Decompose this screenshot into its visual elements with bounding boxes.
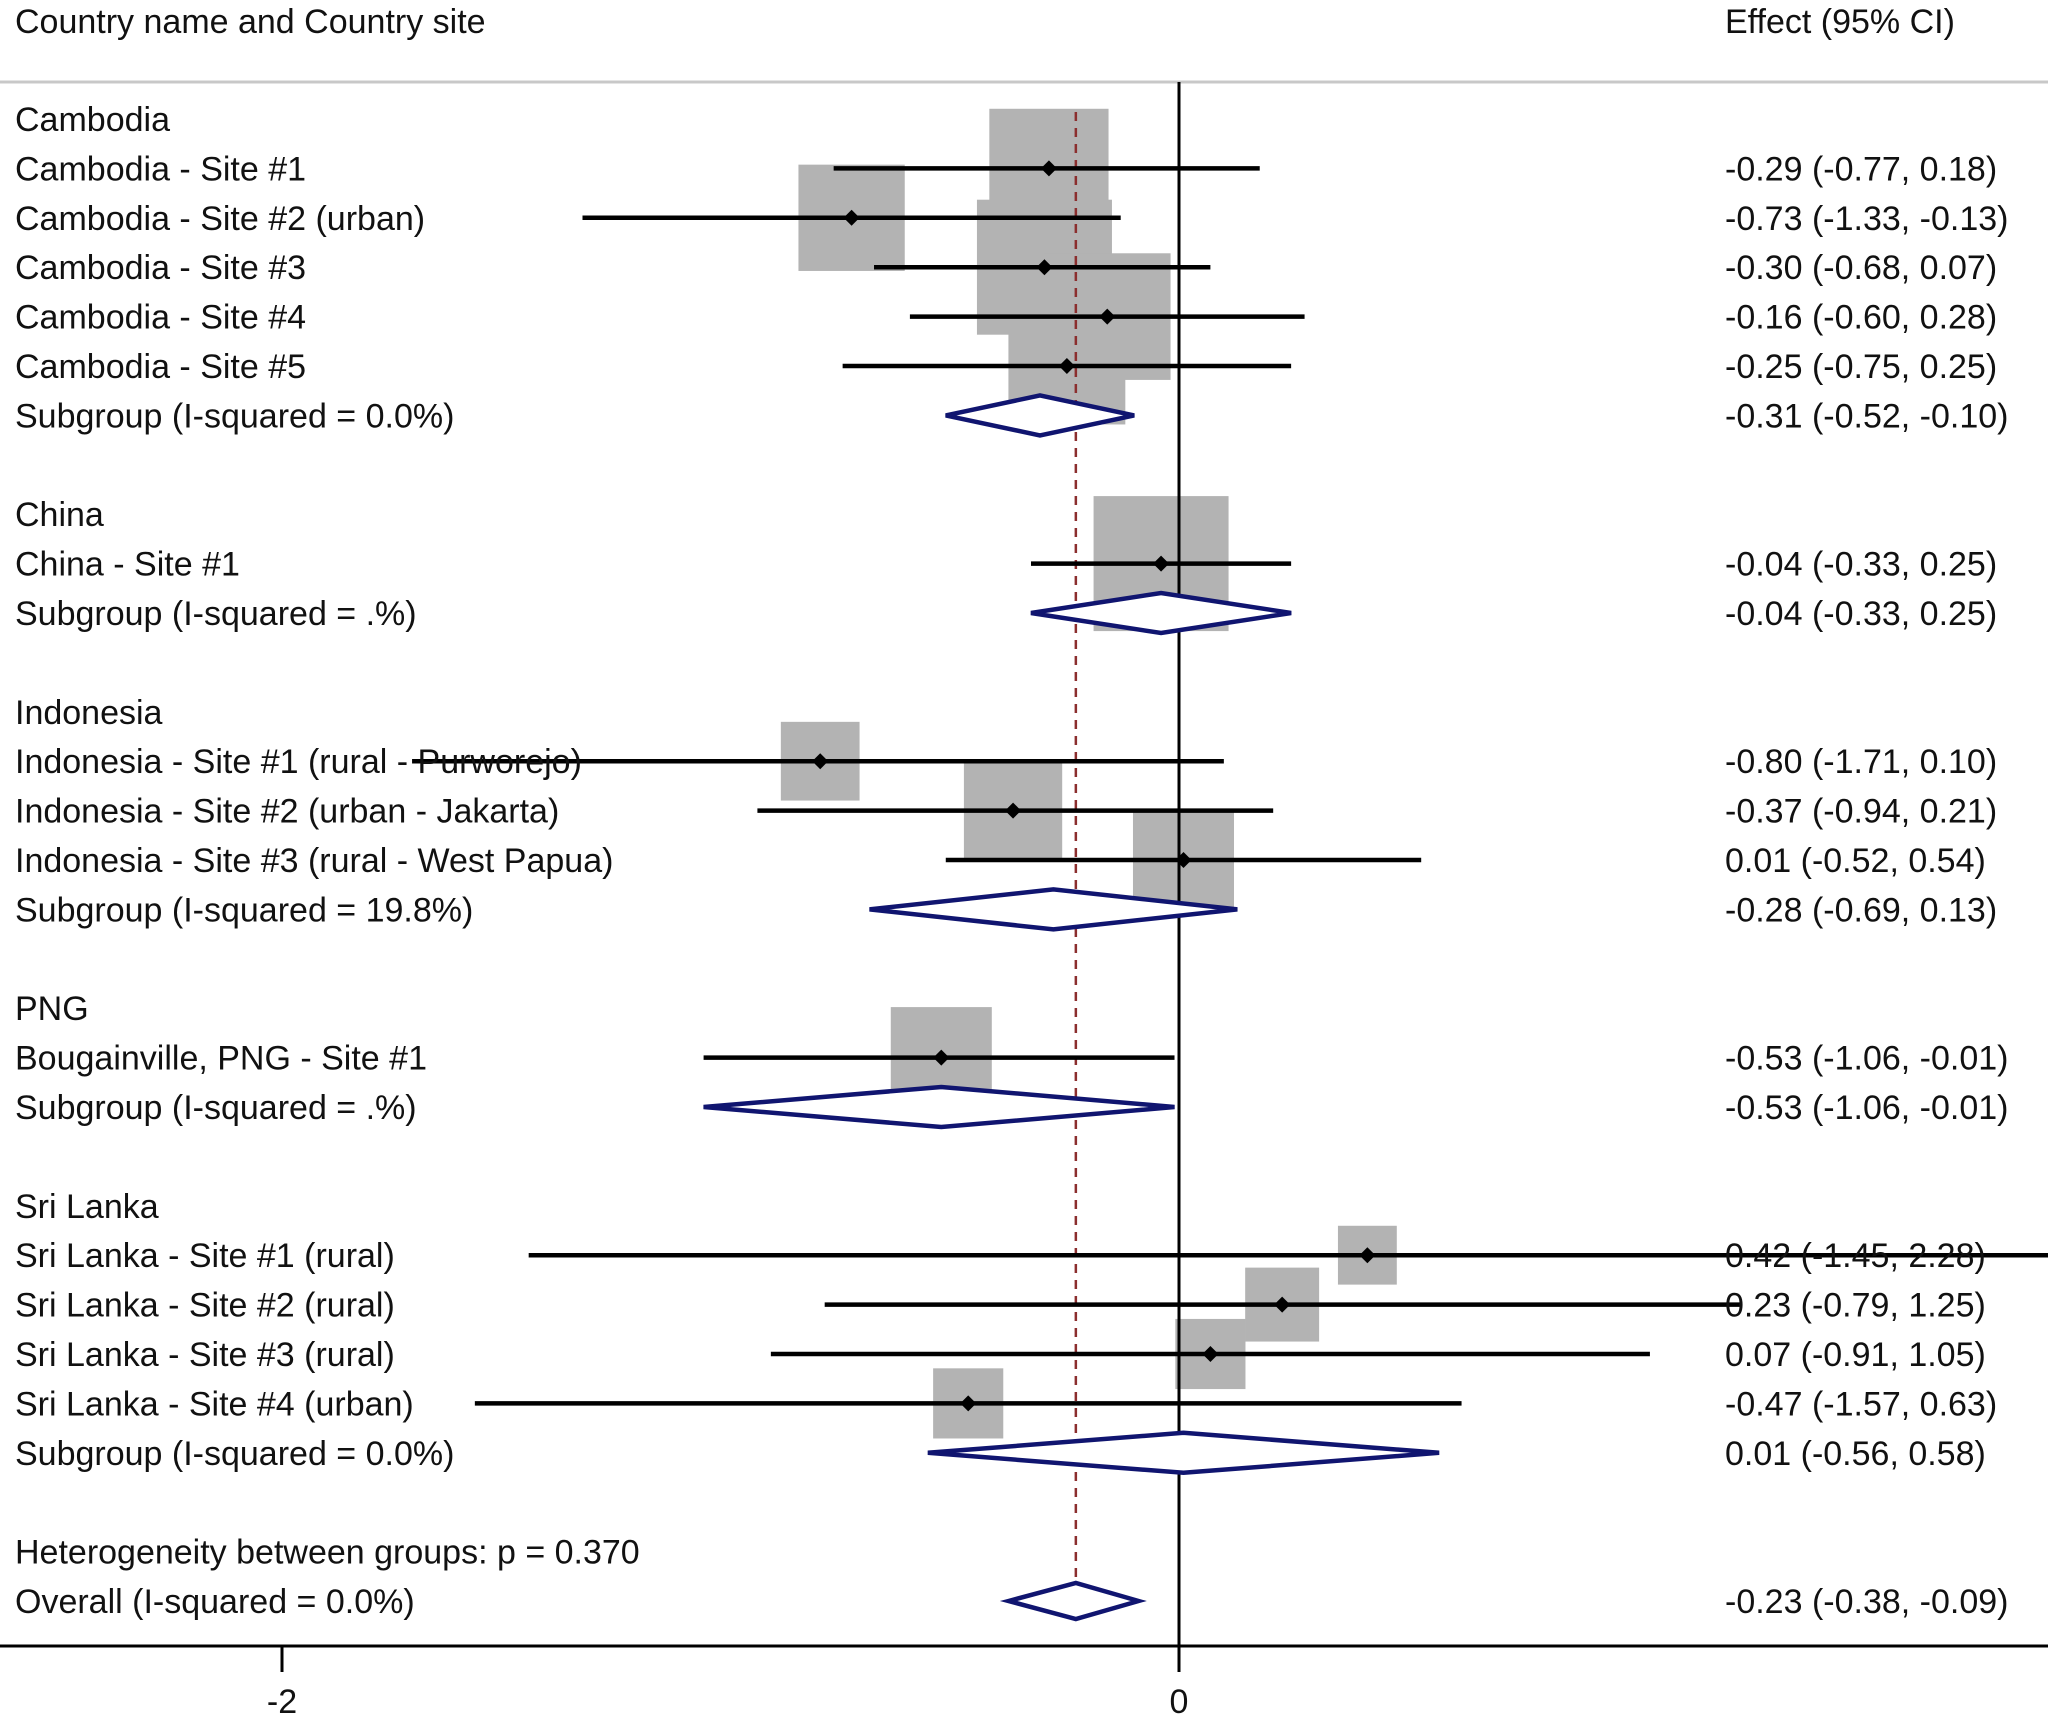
point-estimate: [843, 209, 860, 226]
effect-label: -0.25 (-0.75, 0.25): [1725, 348, 1997, 386]
row-label: Sri Lanka - Site #4 (urban): [15, 1385, 414, 1423]
effect-label: -0.16 (-0.60, 0.28): [1725, 299, 1997, 337]
subgroup-diamond: [1030, 590, 1292, 636]
row-label: Cambodia - Site #1: [15, 150, 306, 188]
subgroup-diamond: [927, 1430, 1440, 1476]
group-label: Sri Lanka: [15, 1188, 159, 1226]
row-label: Subgroup (I-squared = 0.0%): [15, 1435, 454, 1473]
row-label: Subgroup (I-squared = 19.8%): [15, 891, 473, 929]
effect-label: 0.01 (-0.52, 0.54): [1725, 842, 1986, 880]
group-label: PNG: [15, 990, 89, 1028]
effect-label: -0.47 (-1.57, 0.63): [1725, 1385, 1997, 1423]
row-label: Bougainville, PNG - Site #1: [15, 1040, 427, 1078]
row-label: Cambodia - Site #5: [15, 348, 306, 386]
row-label: Subgroup (I-squared = 0.0%): [15, 397, 454, 435]
effect-label: -0.80 (-1.71, 0.10): [1725, 743, 1997, 781]
point-estimate: [1058, 358, 1075, 374]
point-estimate: [1359, 1247, 1376, 1264]
point-estimate: [960, 1395, 977, 1412]
row-label: Cambodia - Site #2 (urban): [15, 200, 425, 238]
weight-boxes: [780, 108, 1397, 1439]
row-label: Sri Lanka - Site #3 (rural): [15, 1336, 395, 1374]
row-label: Sri Lanka - Site #2 (rural): [15, 1287, 395, 1325]
point-estimate: [1202, 1346, 1219, 1362]
x-tick-label: 0: [1170, 1683, 1189, 1721]
group-label: Indonesia: [15, 694, 163, 732]
row-label: Cambodia - Site #4: [15, 299, 306, 337]
subgroup-diamond: [869, 887, 1238, 932]
effect-label: -0.31 (-0.52, -0.10): [1725, 397, 2008, 435]
point-estimate: [812, 753, 829, 770]
point-estimate: [1153, 555, 1170, 572]
point-estimate: [1005, 802, 1022, 819]
row-label: Cambodia - Site #3: [15, 249, 306, 287]
group-label: Cambodia: [15, 101, 170, 139]
effect-labels: -0.29 (-0.77, 0.18) -0.73 (-1.33, -0.13) -…: [1725, 150, 2008, 1621]
x-axis: -202: [0, 1644, 2048, 1721]
effect-label: 0.01 (-0.56, 0.58): [1725, 1435, 1986, 1473]
study-marks: [412, 160, 2048, 1622]
column-headers: Country name and Country site Effect (95…: [0, 3, 2048, 84]
row-labels: Cambodia Cambodia - Site #1 Cambodia - Sit…: [15, 101, 640, 1621]
effect-label: 0.23 (-0.79, 1.25): [1725, 1287, 1986, 1325]
subgroup-diamond: [703, 1084, 1175, 1130]
point-estimate: [1040, 160, 1057, 177]
effect-label: -0.28 (-0.69, 0.13): [1725, 891, 1997, 929]
effect-label: 0.07 (-0.91, 1.05): [1725, 1336, 1986, 1374]
row-label: Overall (I-squared = 0.0%): [15, 1583, 415, 1621]
point-estimate: [1099, 308, 1116, 325]
header-right: Effect (95% CI): [1725, 3, 1955, 41]
point-estimate: [933, 1049, 950, 1066]
effect-label: -0.04 (-0.33, 0.25): [1725, 595, 1997, 633]
point-estimate: [1274, 1296, 1291, 1313]
point-estimate: [1175, 852, 1192, 868]
effect-label: -0.73 (-1.33, -0.13): [1725, 200, 2008, 238]
row-label: Indonesia - Site #1 (rural - Purworejo): [15, 743, 582, 781]
point-estimate: [1036, 259, 1053, 276]
overall-diamond: [999, 1580, 1147, 1622]
reference-lines: [1074, 82, 1181, 1646]
row-label: Subgroup (I-squared = .%): [15, 595, 417, 633]
row-label: Indonesia - Site #3 (rural - West Papua): [15, 842, 613, 880]
effect-label: -0.04 (-0.33, 0.25): [1725, 546, 1997, 584]
effect-label: -0.30 (-0.68, 0.07): [1725, 249, 1997, 287]
row-label: China - Site #1: [15, 546, 240, 584]
heterogeneity-note: Heterogeneity between groups: p = 0.370: [15, 1534, 640, 1572]
row-label: Indonesia - Site #2 (urban - Jakarta): [15, 793, 559, 831]
effect-label: -0.29 (-0.77, 0.18): [1725, 150, 1997, 188]
group-label: China: [15, 496, 104, 534]
row-label: Subgroup (I-squared = .%): [15, 1089, 417, 1127]
x-tick-label: -2: [267, 1683, 297, 1721]
subgroup-diamond: [945, 393, 1135, 438]
header-left: Country name and Country site: [15, 3, 486, 41]
effect-label: -0.53 (-1.06, -0.01): [1725, 1089, 2008, 1127]
effect-label: -0.37 (-0.94, 0.21): [1725, 793, 1997, 831]
row-label: Sri Lanka - Site #1 (rural): [15, 1237, 395, 1275]
effect-label: -0.23 (-0.38, -0.09): [1725, 1583, 2008, 1621]
effect-label: -0.53 (-1.06, -0.01): [1725, 1040, 2008, 1078]
effect-label: 0.42 (-1.45, 2.28): [1725, 1237, 1986, 1275]
